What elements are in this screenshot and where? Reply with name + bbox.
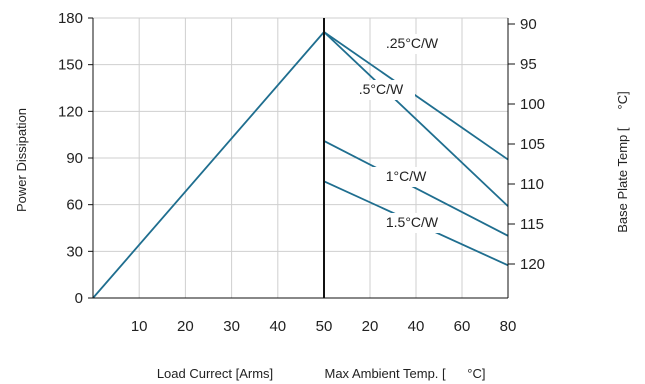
labels: 0 30 60 90 120 150 180 90 95 100 105 110 115 120 10 20 3…	[58, 10, 545, 335]
x-tick-label: 80	[500, 318, 517, 335]
x-axis-title-left: Load Currect [Arms]	[157, 366, 273, 381]
y-tick-label: 120	[58, 103, 83, 120]
curve-label: .5°C/W	[359, 81, 404, 97]
x-tick-label: 50	[316, 318, 333, 335]
y-tick-label: 180	[58, 10, 83, 27]
x-tick-label: 20	[177, 318, 194, 335]
y2-tick-label: 100	[520, 96, 545, 113]
y-tick-label: 30	[66, 243, 83, 260]
x-tick-label: 10	[131, 318, 148, 335]
y-tick-label: 0	[75, 290, 83, 307]
y-tick-label: 60	[66, 197, 83, 214]
curve-label-background	[372, 167, 440, 187]
curve-label: 1°C/W	[386, 168, 427, 184]
y2-tick-label: 115	[520, 216, 544, 233]
y2-tick-label: 90	[520, 16, 537, 33]
y-tick-label: 90	[66, 150, 83, 167]
y-tick-label: 150	[58, 57, 83, 74]
y-axis-title-left: Power Dissipation	[14, 108, 29, 212]
y2-tick-label: 110	[520, 176, 544, 193]
x-axis-title-right: Max Ambient Temp. [ °C]	[324, 366, 485, 381]
series-lines	[92, 31, 509, 299]
thermal-resistance-line	[323, 31, 509, 207]
y-axis-title-right: Base Plate Temp [ °C]	[615, 91, 630, 233]
load-current-line	[92, 31, 325, 299]
y2-tick-label: 120	[520, 256, 545, 273]
thermal-resistance-line	[323, 31, 509, 161]
y2-tick-label: 95	[520, 56, 537, 73]
x-tick-label: 20	[362, 318, 379, 335]
x-tick-label: 60	[454, 318, 471, 335]
curve-label-background	[378, 34, 446, 54]
curve-label: .25°C/W	[386, 35, 439, 51]
curve-label-background	[347, 80, 415, 100]
y2-tick-label: 105	[520, 136, 545, 153]
curve-label: 1.5°C/W	[386, 214, 439, 230]
curve-label-background	[378, 213, 446, 233]
x-tick-label: 40	[269, 318, 286, 335]
axes	[88, 17, 515, 299]
x-tick-label: 30	[223, 318, 240, 335]
x-tick-label: 40	[408, 318, 425, 335]
thermal-resistance-line	[323, 140, 509, 237]
